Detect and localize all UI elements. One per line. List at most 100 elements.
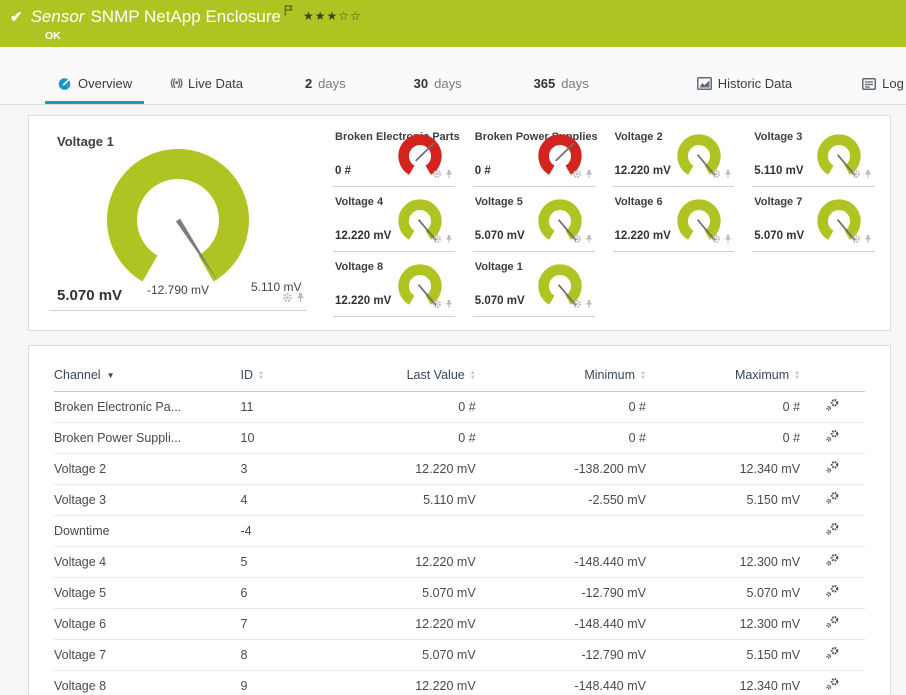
gauge-tile-voltage-5[interactable]: Voltage 5 5.070 mV: [472, 191, 595, 252]
gauges-panel: Voltage 1 5.070 mV -12.790 mV 5.110 mV B…: [28, 115, 891, 331]
sort-desc-icon: ▼: [106, 371, 115, 381]
maximum: 5.070 mV: [645, 577, 801, 609]
gear-icon[interactable]: [572, 231, 582, 249]
tab-log[interactable]: Log: [850, 66, 906, 104]
table-row: Voltage 6 7 12.220 mV -148.440 mV 12.300…: [54, 608, 865, 640]
channel-id: 4: [240, 484, 355, 516]
minimum: -148.440 mV: [475, 608, 646, 640]
pin-icon[interactable]: [296, 290, 305, 308]
channel-settings-gears-icon[interactable]: [825, 430, 840, 446]
pin-icon[interactable]: [445, 296, 453, 314]
table-row: Downtime -4: [54, 515, 865, 547]
gauge-tile-voltage-2[interactable]: Voltage 2 12.220 mV: [612, 126, 735, 187]
table-row: Voltage 5 6 5.070 mV -12.790 mV 5.070 mV: [54, 577, 865, 609]
tab-overview[interactable]: Overview: [45, 66, 145, 104]
gauge-tile-voltage-3[interactable]: Voltage 3 5.110 mV: [752, 126, 874, 187]
channel-name[interactable]: Voltage 2: [54, 453, 241, 485]
channel-name[interactable]: Voltage 6: [54, 608, 241, 640]
pin-icon[interactable]: [864, 166, 872, 184]
flag-icon[interactable]: [284, 3, 293, 21]
gauge-tile-voltage-7[interactable]: Voltage 7 5.070 mV: [752, 191, 874, 252]
gear-icon[interactable]: [851, 166, 861, 184]
channel-settings-gears-icon[interactable]: [825, 399, 840, 415]
channel-settings-gears-icon[interactable]: [825, 523, 840, 539]
gear-icon[interactable]: [282, 290, 293, 308]
ok-check-icon: ✔: [10, 9, 23, 26]
column-header-channel[interactable]: Channel ▼: [54, 362, 241, 392]
gear-icon[interactable]: [572, 296, 582, 314]
gear-icon[interactable]: [851, 231, 861, 249]
tab-live-data[interactable]: ((•)) Live Data: [158, 66, 255, 104]
gauge-dial: [677, 134, 721, 176]
gauge-tile-voltage-1[interactable]: Voltage 1 5.070 mV: [472, 256, 595, 317]
channel-settings-gears-icon[interactable]: [825, 492, 840, 508]
gear-icon[interactable]: [432, 166, 442, 184]
gauge-dial: [537, 264, 582, 306]
primary-gauge-voltage-1[interactable]: Voltage 1 5.070 mV -12.790 mV 5.110 mV: [49, 126, 307, 311]
channel-name[interactable]: Voltage 5: [54, 577, 241, 609]
table-row: Voltage 4 5 12.220 mV -148.440 mV 12.300…: [54, 546, 865, 578]
gauge-tile-voltage-4[interactable]: Voltage 4 12.220 mV: [333, 191, 455, 252]
gear-icon[interactable]: [432, 231, 442, 249]
channel-title: Voltage 4: [335, 196, 384, 208]
channel-name[interactable]: Downtime: [54, 515, 241, 547]
column-header-last-value[interactable]: Last Value ▲ ▼: [354, 362, 476, 392]
gear-icon[interactable]: [711, 166, 721, 184]
pin-icon[interactable]: [445, 166, 453, 184]
gauge-tile-voltage-6[interactable]: Voltage 6 12.220 mV: [612, 191, 735, 252]
channel-settings-gears-icon[interactable]: [825, 647, 840, 663]
sort-icon: ▲ ▼: [794, 369, 801, 381]
tab-2-days[interactable]: 2 days: [293, 66, 358, 104]
priority-stars[interactable]: ★★★☆☆: [303, 9, 362, 23]
channel-name[interactable]: Voltage 7: [54, 639, 241, 671]
gauge-tile-broken-electronic-parts[interactable]: Broken Electronic Parts 0 #: [333, 126, 460, 187]
column-header-minimum[interactable]: Minimum ▲ ▼: [475, 362, 646, 392]
minimum: -148.440 mV: [475, 670, 646, 695]
channel-name[interactable]: Voltage 3: [54, 484, 241, 516]
gauge-dial: [817, 199, 861, 241]
column-label: Last Value: [406, 368, 465, 382]
pin-icon[interactable]: [864, 231, 872, 249]
table-row: Voltage 3 4 5.110 mV -2.550 mV 5.150 mV: [54, 484, 865, 516]
sort-icon: ▲ ▼: [469, 369, 476, 381]
pin-icon[interactable]: [585, 296, 593, 314]
channel-last-value: 5.070 mV: [474, 230, 525, 242]
gear-icon[interactable]: [432, 296, 442, 314]
pin-icon[interactable]: [724, 231, 732, 249]
channel-title: Voltage 8: [335, 261, 384, 273]
channel-settings-gears-icon[interactable]: [825, 616, 840, 632]
tab-365-days[interactable]: 365 days: [522, 66, 601, 104]
gear-icon[interactable]: [711, 231, 721, 249]
channel-settings-gears-icon[interactable]: [825, 585, 840, 601]
sort-icon: ▲ ▼: [640, 369, 646, 381]
gauge-tile-broken-power-supplies[interactable]: Broken Power Supplies 0 #: [472, 126, 598, 187]
pin-icon[interactable]: [445, 231, 453, 249]
tab-30-days[interactable]: 30 days: [402, 66, 474, 104]
channel-settings-gears-icon[interactable]: [825, 461, 840, 477]
channel-last-value: 0 #: [474, 165, 491, 177]
minimum: -12.790 mV: [475, 577, 646, 609]
pin-icon[interactable]: [724, 166, 732, 184]
gauge-dial: [537, 199, 582, 241]
channel-table: Channel ▼ ID ▲ ▼ Last Value ▲ ▼ Minimum ▲ ▼ Max…: [54, 362, 865, 695]
tab-label-number: 2: [304, 76, 313, 91]
pin-icon[interactable]: [585, 231, 593, 249]
gear-icon[interactable]: [572, 166, 582, 184]
maximum: 12.300 mV: [645, 546, 801, 578]
channel-settings-gears-icon[interactable]: [825, 554, 840, 570]
gauge-icon: [58, 77, 71, 90]
column-header-maximum[interactable]: Maximum ▲ ▼: [645, 362, 801, 392]
tab-historic-data[interactable]: Historic Data: [685, 66, 804, 104]
channel-name[interactable]: Voltage 8: [54, 670, 241, 695]
channel-name[interactable]: Voltage 4: [54, 546, 241, 578]
gauge-tile-voltage-8[interactable]: Voltage 8 12.220 mV: [333, 256, 455, 317]
column-header-actions: [800, 362, 865, 392]
channel-name[interactable]: Broken Power Suppli...: [54, 422, 241, 454]
channel-name[interactable]: Broken Electronic Pa...: [54, 391, 241, 423]
last-value: 0 #: [354, 391, 476, 423]
column-header-id[interactable]: ID ▲ ▼: [240, 362, 355, 392]
tab-label: Live Data: [188, 76, 243, 91]
column-label: Maximum: [734, 368, 790, 382]
channel-settings-gears-icon[interactable]: [825, 678, 840, 694]
pin-icon[interactable]: [585, 166, 593, 184]
